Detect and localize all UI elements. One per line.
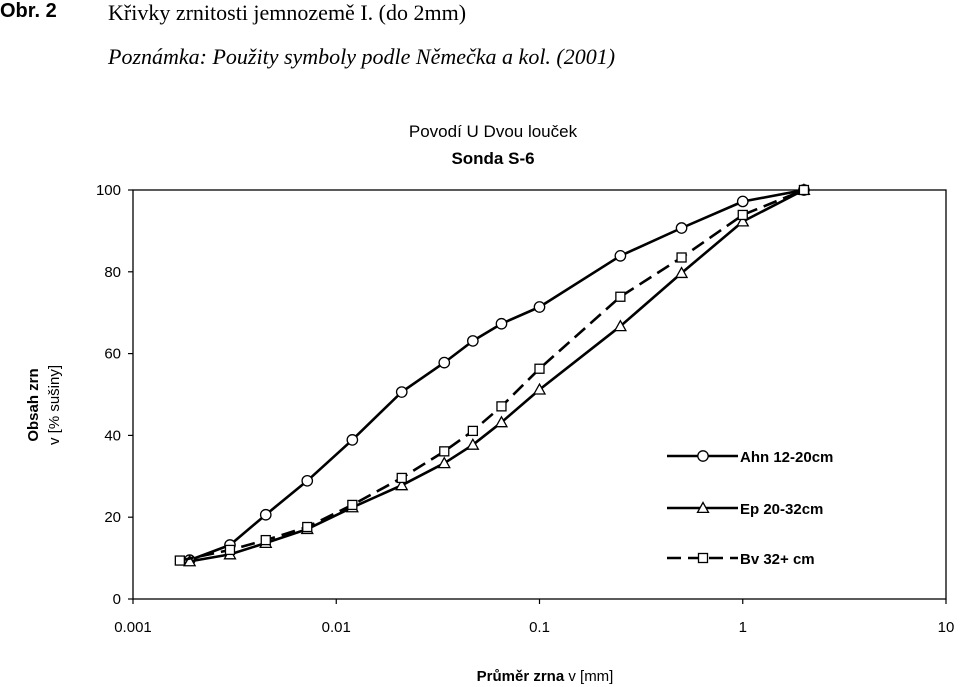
x-tick-label: 1 [739, 619, 747, 636]
series-line-circle [189, 188, 805, 562]
y-tick-label: 20 [104, 509, 121, 526]
figure-title: Křivky zrnitosti jemnozemě I. (do 2mm) [108, 0, 467, 25]
data-point-circle [675, 222, 688, 234]
y-tick-label: 100 [96, 182, 121, 199]
data-point-circle [259, 508, 272, 521]
data-point-square [347, 499, 358, 511]
data-point-triangle [736, 214, 750, 227]
x-axis-label-unit: v [mm] [564, 668, 613, 685]
data-point-circle [533, 301, 546, 313]
y-axis-label: Obsah zrn v [% sušiny] [25, 365, 63, 445]
data-point-square [676, 252, 687, 263]
x-tick-label: 0.1 [529, 619, 550, 636]
y-axis-label-unit: v [% sušiny] [46, 365, 63, 445]
legend-label: Ahn 12-20cm [740, 449, 833, 466]
y-tick-label: 60 [104, 346, 121, 363]
data-point-circle [736, 195, 749, 208]
y-axis-label-bold: Obsah zrn [25, 368, 42, 441]
data-point-square [534, 363, 545, 374]
data-point-circle [346, 434, 359, 446]
data-point-square [467, 425, 479, 437]
chart-subtitle: Sonda S-6 [451, 149, 534, 168]
legend-marker [697, 450, 709, 462]
data-point-square [798, 184, 810, 196]
x-tick-label: 0.001 [114, 619, 152, 636]
data-point-triangle [437, 456, 451, 469]
legend-label: Ep 20-32cm [740, 501, 823, 518]
figure-label: Obr. 2 [0, 0, 57, 22]
figure-note: Poznámka: Použity symboly podle Němečka … [108, 44, 616, 69]
chart-title: Povodí U Dvou louček [409, 122, 578, 141]
y-tick-label: 80 [104, 264, 121, 281]
data-point-square [615, 291, 626, 302]
legend-item-triangle: Ep 20-32cm [667, 501, 823, 518]
x-tick-label: 10 [938, 619, 955, 636]
y-tick-label: 40 [104, 427, 121, 444]
y-tick-label: 0 [113, 591, 121, 608]
data-point-triangle [532, 382, 547, 395]
legend-marker [696, 501, 710, 514]
legend-marker [697, 552, 709, 564]
data-point-circle [614, 249, 627, 262]
x-tick-label: 0.01 [322, 619, 351, 636]
legend-item-circle: Ahn 12-20cm [667, 449, 833, 466]
data-point-square [737, 209, 748, 221]
data-point-square [439, 446, 450, 457]
data-point-circle [495, 317, 508, 330]
data-point-circle [301, 474, 314, 487]
x-axis-label-bold: Průměr zrna [477, 668, 565, 685]
data-point-triangle [674, 266, 689, 279]
data-point-square [396, 472, 407, 484]
data-point-square [260, 534, 271, 546]
data-point-circle [395, 386, 408, 398]
series-line-triangle [189, 188, 805, 563]
data-point-triangle [466, 437, 480, 450]
series-line-square [179, 188, 805, 562]
data-point-triangle [183, 554, 197, 567]
data-point-square [224, 544, 236, 556]
x-axis-label: Průměr zrna v [mm] [477, 668, 614, 685]
data-point-square [174, 555, 185, 566]
data-point-square [496, 401, 507, 412]
series-square [174, 184, 810, 566]
data-point-circle [438, 356, 451, 369]
legend-item-square: Bv 32+ cm [667, 551, 815, 568]
legend-label: Bv 32+ cm [740, 551, 815, 568]
data-point-triangle [494, 415, 509, 428]
data-point-triangle [613, 319, 627, 332]
data-point-circle [467, 335, 479, 347]
data-point-square [302, 521, 313, 533]
data-point-triangle [395, 478, 409, 491]
